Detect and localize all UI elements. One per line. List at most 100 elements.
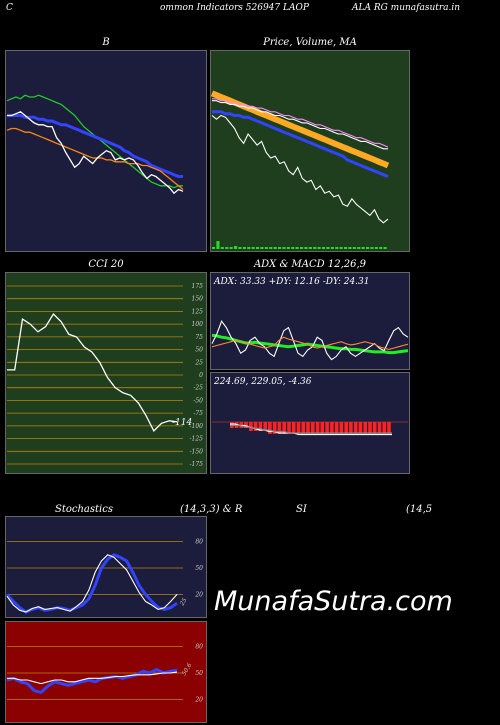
cci-tick-label: -75 xyxy=(193,410,203,417)
stoch-last-value: 25 xyxy=(178,597,188,608)
macd-hist-bar xyxy=(387,422,391,434)
rsi-title-left: SI xyxy=(296,504,307,515)
macd-hist-bar xyxy=(320,422,325,434)
adx-title: ADX & MACD 12,26,9 xyxy=(253,259,367,270)
rsi-title-right: (14,5 xyxy=(406,504,433,515)
cci-tick-label: 175 xyxy=(192,283,204,290)
volume-bar xyxy=(278,247,282,249)
macd-hist-bar xyxy=(368,422,372,434)
stoch-series-1 xyxy=(6,554,178,613)
volume-bar xyxy=(361,247,365,249)
cci-last-value: -114 xyxy=(172,418,192,428)
watermark: MunafaSutra.com xyxy=(214,586,453,617)
macd-hist-bar xyxy=(358,422,363,434)
macd-hist-bar xyxy=(325,422,329,434)
volume-bar xyxy=(282,247,286,249)
macd-hist-bar xyxy=(382,422,387,434)
cci-tick-label: 50 xyxy=(195,347,203,354)
volume-bar xyxy=(357,247,361,249)
volume-bar xyxy=(212,247,216,249)
volume-bar xyxy=(216,241,220,249)
macd-hist-bar xyxy=(301,422,306,434)
rsi-tick-label: 20 xyxy=(194,696,203,703)
volume-bar xyxy=(269,247,273,249)
volume-bar xyxy=(339,247,343,249)
macd-hist-bar xyxy=(363,422,367,434)
cci-line xyxy=(7,312,178,432)
volume-bar xyxy=(300,247,304,249)
volume-bar xyxy=(335,247,339,249)
rsi-series-1 xyxy=(7,671,178,685)
header-right-text: ALA RG munafasutra.in xyxy=(352,3,461,13)
volume-bar xyxy=(308,247,312,249)
stoch-series-0 xyxy=(5,553,178,614)
cci-tick-label: 125 xyxy=(192,308,204,315)
bollinger-series-2 xyxy=(6,127,184,191)
cci-title: CCI 20 xyxy=(88,259,124,270)
stochastics-panel: 80 50 20 25 xyxy=(5,516,207,618)
rsi-tick-label: 50 xyxy=(195,670,203,677)
macd-hist-bar xyxy=(334,422,339,434)
cci-tick-label: -100 xyxy=(190,423,204,430)
volume-bar xyxy=(291,247,295,249)
panel-background xyxy=(5,272,207,474)
price-panel xyxy=(210,50,410,252)
volume-bar xyxy=(330,247,334,249)
cci-tick-label: -25 xyxy=(193,385,203,392)
macd-values-label: 224.69, 229.05, -4.36 xyxy=(213,377,312,387)
macd-hist-bar xyxy=(253,422,258,431)
macd-hist-bar xyxy=(277,422,282,434)
price-series-3 xyxy=(212,110,389,178)
stochastics-title-right: (14,3,3) & R xyxy=(180,504,243,515)
cci-tick-label: 100 xyxy=(192,321,204,328)
price-series-4 xyxy=(211,114,389,224)
volume-bar xyxy=(286,247,290,249)
stoch-tick-label: 50 xyxy=(195,565,203,572)
macd-hist-bar xyxy=(296,422,301,434)
cci-tick-label: -125 xyxy=(190,436,204,443)
volume-bar xyxy=(256,247,260,249)
adx-series-2 xyxy=(211,336,409,350)
macd-hist-bar xyxy=(353,422,358,434)
price-series-2 xyxy=(212,98,389,148)
macd-series-1 xyxy=(230,424,392,434)
volume-bar xyxy=(344,247,348,249)
macd-hist-bar xyxy=(272,422,277,434)
bollinger-panel xyxy=(5,50,207,252)
volume-bar xyxy=(229,247,233,249)
macd-hist-bar xyxy=(311,422,315,434)
macd-hist-bar xyxy=(377,422,382,434)
rsi-series-0 xyxy=(6,667,178,695)
volume-bar xyxy=(379,247,383,249)
macd-hist-bar xyxy=(249,422,253,431)
adx-values-label: ADX: 33.33 +DY: 12.16 -DY: 24.31 xyxy=(213,277,370,287)
macd-series-0 xyxy=(230,423,392,436)
cci-tick-label: 25 xyxy=(194,359,203,366)
stoch-tick-label: 80 xyxy=(195,539,203,546)
volume-bar xyxy=(383,247,387,249)
macd-hist-bar xyxy=(287,422,291,434)
macd-hist-bar xyxy=(330,422,334,434)
macd-hist-bar xyxy=(372,422,377,434)
volume-bar xyxy=(220,247,224,249)
panel-background xyxy=(210,50,410,252)
volume-bar xyxy=(251,247,255,249)
stochastics-title-left: Stochastics xyxy=(55,504,113,515)
price-series-1 xyxy=(212,100,388,150)
volume-bar xyxy=(366,247,370,249)
adx-panel: ADX: 33.33 +DY: 12.16 -DY: 24.31 xyxy=(210,272,410,370)
cci-tick-label: 150 xyxy=(192,296,204,303)
volume-bar xyxy=(260,247,264,249)
volume-bar xyxy=(352,247,356,249)
cci-panel: 175 150 125 100 75 50 25 0 -25 -50 -75 -100 -125 -150… xyxy=(5,272,207,474)
header-left-letter: C xyxy=(6,3,13,13)
volume-bar xyxy=(326,247,330,249)
macd-hist-bar xyxy=(263,422,267,431)
macd-hist-bar xyxy=(268,422,272,434)
cci-tick-label: -50 xyxy=(193,397,203,404)
header-center-text: ommon Indicators 526947 LAOP xyxy=(160,3,309,13)
volume-bar xyxy=(273,247,277,249)
volume-bar xyxy=(234,246,238,249)
volume-bar xyxy=(295,247,299,249)
macd-hist-bar xyxy=(258,422,263,431)
